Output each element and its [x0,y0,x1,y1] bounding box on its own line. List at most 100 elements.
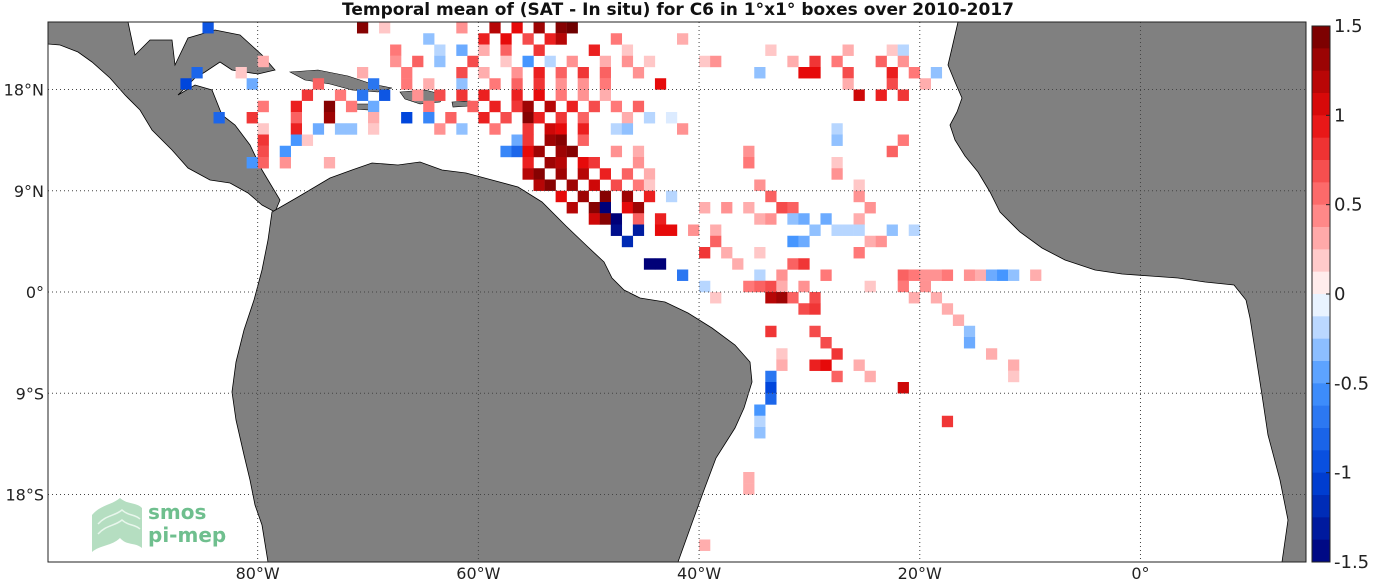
data-cell [820,213,832,225]
data-cell [897,280,909,293]
smos-pi-mep-logo: smos pi-mep [92,498,226,552]
data-cell [776,292,788,304]
data-cell [985,348,998,360]
data-cell [423,33,435,45]
data-cell [544,157,556,169]
data-cell [897,269,909,281]
data-cell [754,213,766,225]
data-cell [632,145,645,158]
data-cell [776,202,788,214]
data-cell [643,112,656,124]
data-cell [632,67,645,79]
colorbar-tick-label: -1 [1334,463,1352,484]
data-cell [941,303,954,315]
data-cell [401,67,413,79]
data-cell [478,67,490,79]
colorbar-tick-label: 0 [1334,284,1345,305]
data-cell [500,33,512,45]
data-cell [798,235,810,248]
data-cell [599,67,611,79]
data-cell [809,55,821,68]
data-cell [809,67,821,79]
data-cell [610,145,623,158]
data-cell [312,123,325,135]
data-cell [478,44,490,56]
data-cell [842,224,854,236]
data-cell [765,325,777,338]
data-cell [323,157,336,169]
y-tick-label: 9°N [14,182,44,201]
data-cell [544,100,556,113]
y-tick-label: 18°N [4,81,44,100]
data-cell [765,44,777,56]
data-cell [555,67,567,79]
data-cell [533,179,545,191]
data-cell [632,157,645,169]
data-cell [511,22,523,34]
data-cell [588,179,600,191]
data-cell [621,123,634,135]
data-cell [765,393,777,405]
data-cell [279,145,291,158]
colorbar-segment [1312,383,1330,407]
land-masses [48,22,1306,562]
data-cell [610,33,623,45]
data-cell [743,157,755,169]
data-cell [974,269,987,281]
data-cell [875,55,887,68]
data-cell [257,100,269,113]
data-cell [754,280,766,293]
data-cell [1030,269,1042,281]
data-cell [356,67,369,79]
colorbar-segment [1312,26,1330,49]
data-cell [202,22,214,34]
data-cell [621,235,634,248]
data-cell [312,78,325,90]
x-tick-label: 0° [1131,564,1149,582]
data-cell [577,112,589,124]
data-cell [710,292,722,304]
data-cell [787,55,799,68]
data-cell [235,67,247,79]
data-cell [765,213,777,225]
data-cell [577,134,589,146]
land-puerto-rico [451,100,471,108]
data-cell [577,123,589,135]
data-cell [941,269,954,281]
data-cell [511,145,523,158]
data-cell [831,134,843,146]
data-cell [941,415,954,428]
data-cell [290,134,303,146]
data-cell [500,44,512,56]
data-cell [754,247,766,259]
data-cell [434,123,446,135]
data-cell [257,55,269,68]
data-cell [820,359,832,371]
data-cell [599,89,611,101]
y-tick-label: 18°S [5,486,44,505]
data-cell [522,145,534,158]
data-cell [478,89,490,101]
data-cell [478,33,490,45]
data-cell [511,67,523,79]
data-cell [500,112,512,124]
data-cell [743,202,755,214]
data-cell [511,100,523,113]
data-cell [533,145,545,158]
data-cell [555,112,567,124]
data-cell [743,483,755,495]
data-cell [897,44,909,56]
land-south-america [231,161,753,562]
colorbar-tick-label: 0.5 [1334,195,1363,216]
data-cell [423,78,435,90]
data-cell [368,112,380,124]
data-cell [754,415,766,428]
data-cell [643,190,656,203]
data-cell [677,33,689,45]
data-cell [677,123,689,135]
data-cell [963,269,976,281]
data-cell [743,145,755,158]
data-cell [787,202,799,214]
data-cell [765,382,777,394]
data-cell [732,258,744,270]
